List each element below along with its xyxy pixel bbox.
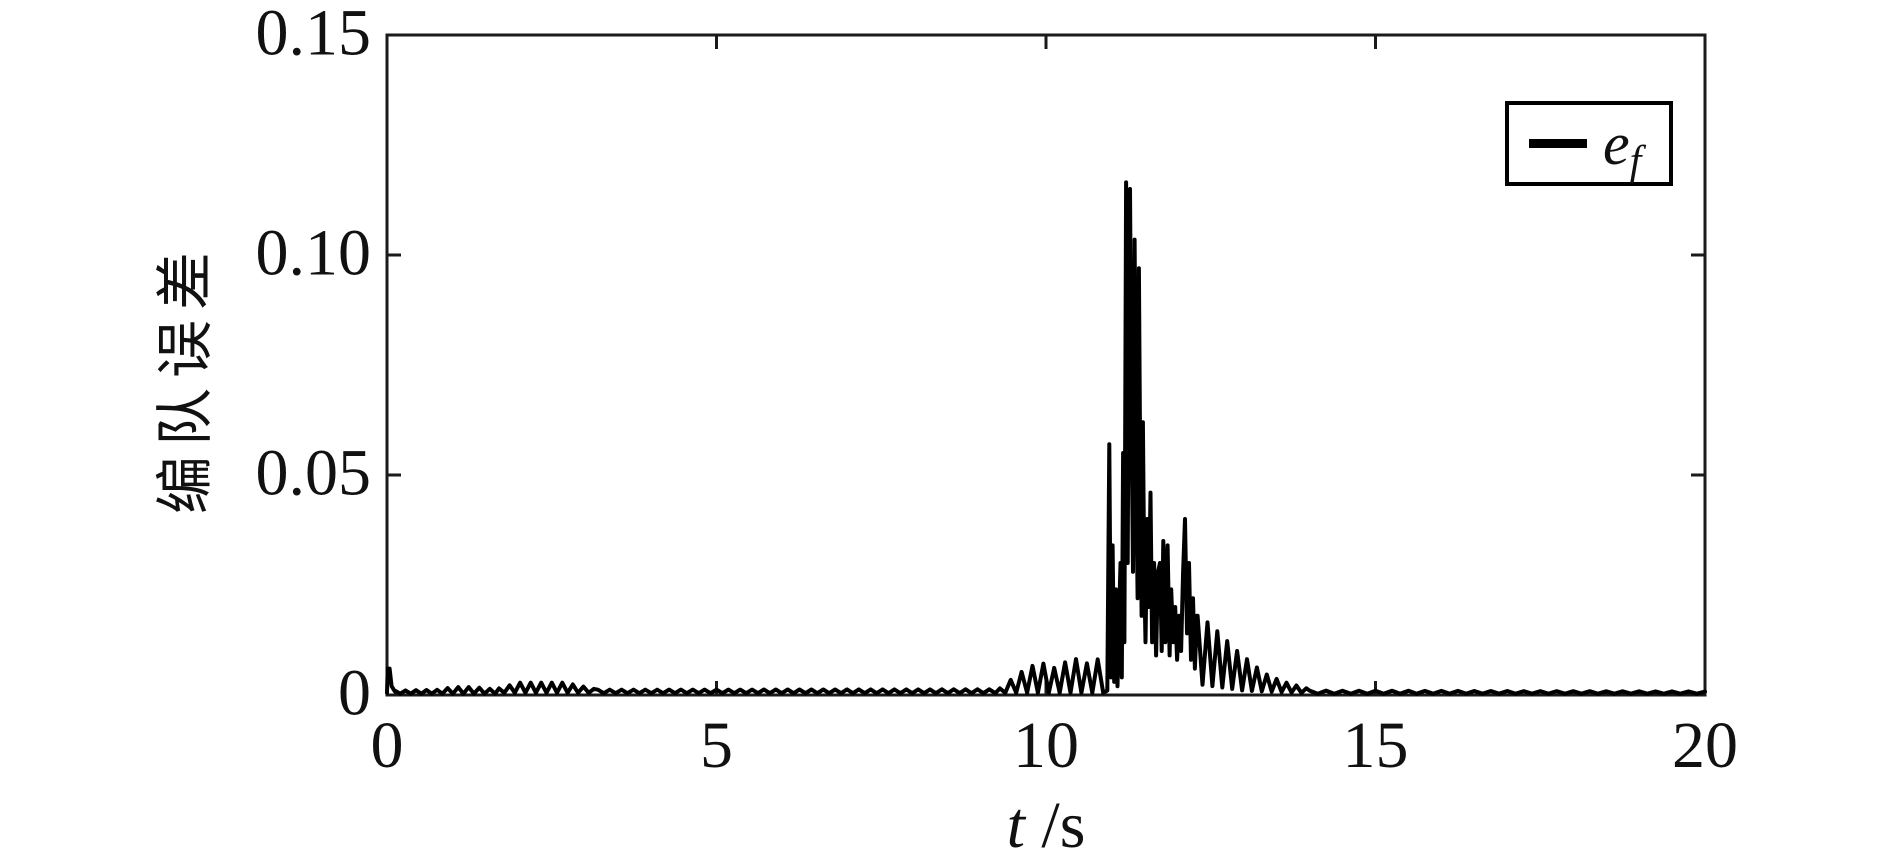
legend-label-sub: f xyxy=(1629,138,1642,184)
legend-line-sample-icon xyxy=(1529,139,1587,148)
x-axis-label-variable: t xyxy=(1006,789,1025,862)
x-tick-label: 10 xyxy=(1013,709,1079,782)
y-tick-label: 0.15 xyxy=(255,0,372,70)
y-tick-label: 0.10 xyxy=(255,216,372,290)
x-tick-label: 20 xyxy=(1672,709,1738,782)
x-tick-label: 15 xyxy=(1342,709,1409,782)
y-tick-label: 0 xyxy=(338,656,371,730)
x-axis-label-unit: /s xyxy=(1024,789,1086,862)
y-axis-label: 编队误差 xyxy=(153,241,218,515)
y-tick-label: 0.05 xyxy=(255,436,372,510)
x-axis-label: t /s xyxy=(1007,793,1086,859)
legend-series-label: ef xyxy=(1603,110,1641,183)
x-tick-label: 5 xyxy=(700,709,733,782)
legend-box: ef xyxy=(1505,101,1673,186)
x-tick-label: 0 xyxy=(370,709,404,782)
ef-curve xyxy=(385,180,1707,696)
legend-label-main: e xyxy=(1603,110,1630,177)
